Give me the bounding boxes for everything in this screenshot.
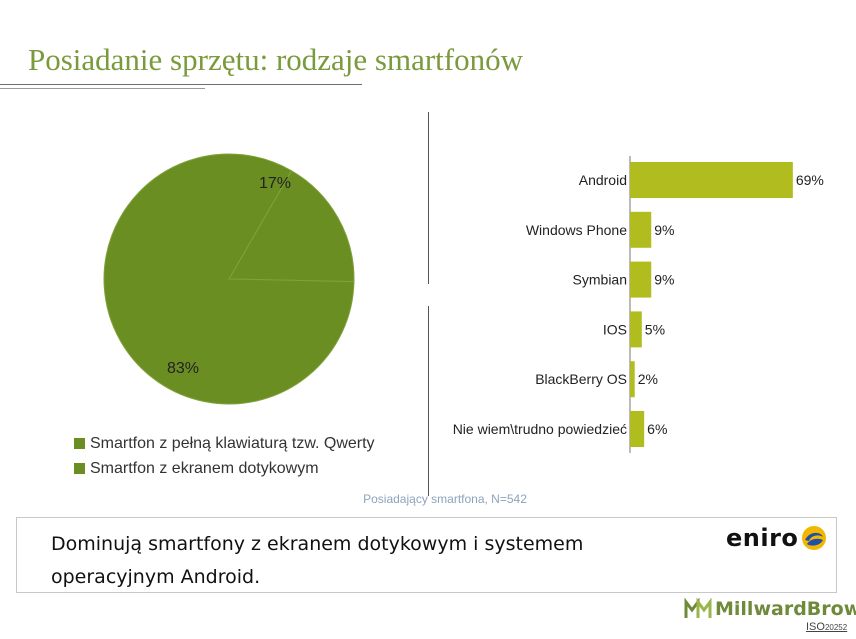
eniro-swirl-icon: [802, 526, 827, 550]
slide-title: Posiadanie sprzętu: rodzaje smartfonów: [28, 42, 523, 77]
summary-line-1: Dominują smartfony z ekranem dotykowym i…: [51, 533, 584, 555]
summary-callout: Dominują smartfony z ekranem dotykowym i…: [16, 517, 837, 593]
title-underline-secondary: [0, 88, 205, 89]
iso-number: 20252: [824, 623, 848, 632]
bar-category-label-3: IOS: [603, 321, 627, 337]
legend-item-touchscreen: Smartfon z ekranem dotykowym: [74, 456, 375, 481]
summary-text: Dominują smartfony z ekranem dotykowym i…: [51, 528, 651, 594]
bar-category-label-4: BlackBerry OS: [535, 371, 627, 387]
bar-value-label-1: 9%: [654, 222, 674, 238]
bar-0: [630, 162, 793, 198]
iso-label: ISO: [806, 621, 825, 633]
legend-label-qwerty: Smartfon z pełną klawiaturą tzw. Qwerty: [90, 434, 375, 452]
summary-line-2: operacyjnym Android.: [51, 566, 261, 588]
legend-swatch-qwerty: [74, 438, 85, 449]
bar-value-label-0: 69%: [796, 172, 824, 188]
divider-line-lower: [428, 306, 429, 496]
bar-5: [630, 411, 645, 447]
pie-slice-0: [228, 170, 355, 283]
eniro-logo: eniro: [726, 524, 827, 552]
title-underline: [0, 84, 362, 85]
bar-value-label-3: 5%: [645, 321, 665, 337]
pie-slice-1: [103, 153, 355, 405]
legend-label-touchscreen: Smartfon z ekranem dotykowym: [90, 459, 319, 477]
base-note: Posiadający smartfona, N=542: [363, 492, 527, 506]
bar-category-label-2: Symbian: [573, 272, 627, 288]
bar-category-label-1: Windows Phone: [526, 222, 627, 238]
pie-legend: Smartfon z pełną klawiaturą tzw. Qwerty …: [74, 431, 375, 481]
millwardbrown-mark-icon: [684, 598, 712, 618]
bar-value-label-2: 9%: [654, 272, 674, 288]
bar-value-label-5: 6%: [647, 421, 667, 437]
bar-4: [630, 361, 635, 398]
legend-swatch-touchscreen: [74, 463, 85, 474]
millwardbrown-wordmark: MillwardBrown: [715, 598, 856, 620]
iso-badge: ISO20252: [806, 621, 847, 633]
millwardbrown-logo: MillwardBrown: [684, 598, 856, 620]
bar-category-label-0: Android: [579, 172, 627, 188]
divider-line-upper: [428, 112, 429, 284]
bar-2: [630, 261, 652, 298]
pie-chart: 17% 83%: [103, 153, 355, 405]
bar-1: [630, 211, 652, 248]
bar-3: [630, 311, 642, 348]
legend-item-qwerty: Smartfon z pełną klawiaturą tzw. Qwerty: [74, 431, 375, 456]
bar-value-label-4: 2%: [638, 371, 658, 387]
bar-chart: Android 69% Windows Phone 9% Symbian 9% IOS 5% B…: [453, 156, 824, 453]
pie-data-label-0: 17%: [259, 175, 291, 192]
eniro-wordmark: eniro: [726, 524, 799, 552]
bar-category-label-5: Nie wiem\trudno powiedzieć: [453, 421, 627, 437]
pie-data-label-1: 83%: [167, 360, 199, 377]
